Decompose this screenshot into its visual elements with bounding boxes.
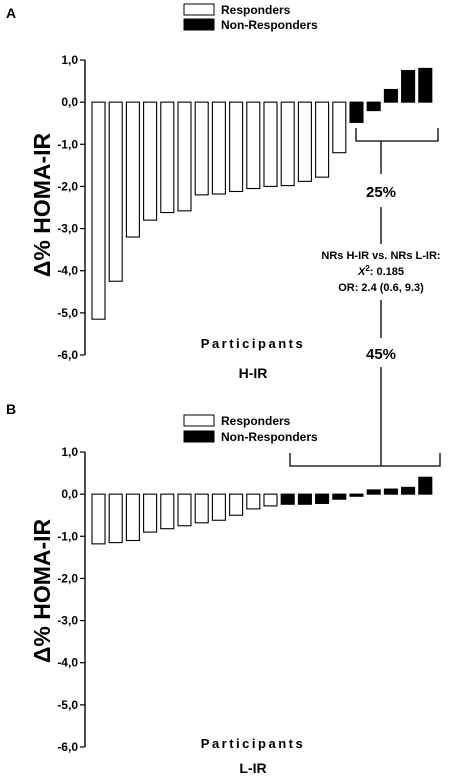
legend-b-responders-label: Responders	[221, 414, 291, 428]
panel-b-label: B	[6, 401, 16, 417]
panel-b-responder-bar	[125, 493, 140, 542]
panel-b-nonresponder-bar	[349, 493, 364, 497]
comparison-line-1: NRs H-IR vs. NRs L-IR:	[321, 250, 440, 262]
panel-a-responder-bar	[194, 101, 209, 196]
panel-b-nonresponder-bar	[366, 489, 381, 495]
panel-b-nonresponder-bar	[332, 493, 347, 500]
panel-a-nonresponder-bar	[366, 101, 381, 112]
chi-value: : 0.185	[370, 266, 404, 278]
legend-a-responders-swatch	[183, 3, 215, 16]
panel-b-responder-bar	[108, 493, 123, 544]
legend-b-nonresponders-swatch	[183, 430, 215, 443]
panel-b-nonresponder-bar	[315, 493, 330, 504]
panel-a-y-tick-label: -5,0	[57, 306, 78, 320]
panel-b-y-tick-label: -5,0	[57, 698, 78, 712]
panel-a-nonresponder-bar	[383, 88, 398, 103]
panel-a-responder-bar	[143, 101, 158, 221]
bracket-a	[355, 128, 439, 142]
panel-a-y-tick-label: 1,0	[61, 53, 78, 67]
panel-a-group-label: H-IR	[239, 365, 268, 381]
panel-b-responder-bar	[246, 493, 261, 510]
panel-a-responder-bar	[108, 101, 123, 282]
panel-b-responder-bar	[263, 493, 278, 507]
panel-a-responder-bar	[160, 101, 175, 214]
panel-a-y-tick-label: -4,0	[57, 264, 78, 278]
panel-a-y-tick-label: -6,0	[57, 348, 78, 362]
chi-superscript: 2	[365, 264, 370, 273]
panel-b-nonresponder-bar	[297, 493, 312, 505]
chi-symbol: X	[357, 266, 366, 278]
panel-b-y-tick-label: -1,0	[57, 529, 78, 543]
panel-b-nonresponder-bar	[401, 486, 416, 495]
panel-b-responder-bar	[177, 493, 192, 527]
panel-b-responder-bar	[160, 493, 175, 530]
panel-a-y-tick-label: -3,0	[57, 222, 78, 236]
panel-b-y-tick-label: -3,0	[57, 614, 78, 628]
panel-b-y-tick-label: -2,0	[57, 571, 78, 585]
panel-b-y-tick-label: -4,0	[57, 656, 78, 670]
panel-a-nonresponder-bar	[349, 101, 364, 123]
panel-b-nonresponder-bar	[383, 488, 398, 495]
panel-b-group-label: L-IR	[239, 760, 266, 776]
panel-a-y-tick-label: -1,0	[57, 137, 78, 151]
legend-a-responders-label: Responders	[221, 3, 291, 17]
panel-a-responder-bar	[332, 101, 347, 154]
panel-b-y-tick-label: 0,0	[61, 487, 78, 501]
panel-a-responder-bar	[177, 101, 192, 212]
panel-b-y-tick-label: -6,0	[57, 740, 78, 754]
panel-a-responder-bar	[297, 101, 312, 182]
panel-a-nonresponder-percent: 25%	[366, 184, 396, 201]
panel-a-nonresponder-bar	[418, 67, 433, 103]
bracket-b	[289, 453, 441, 467]
panel-b-responder-bar	[143, 493, 158, 533]
panel-a-responder-bar	[91, 101, 106, 320]
legend-a-nonresponders-label: Non-Responders	[221, 18, 318, 32]
panel-b-nonresponder-bar	[418, 476, 433, 495]
panel-b-nonresponder-percent: 45%	[366, 346, 396, 363]
panel-a-responder-bar	[246, 101, 261, 190]
panel-b-responder-bar	[194, 493, 209, 524]
panel-a-responder-bar	[125, 101, 140, 238]
panel-a-plot: 1,0 0,0 -1,0 -2,0 -3,0 -4,0 -5,0 -6,0	[57, 53, 433, 362]
panel-a-y-tick-label: -2,0	[57, 179, 78, 193]
panel-b-responder-bar	[211, 493, 226, 521]
panel-b-responder-bar	[91, 493, 106, 545]
panel-a-nonresponder-bar	[401, 69, 416, 103]
legend-b-responders-swatch	[183, 414, 215, 427]
panel-a-y-tick-label: 0,0	[61, 95, 78, 109]
panel-a-responder-bar	[315, 101, 330, 178]
panel-b-y-tick-label: 1,0	[61, 445, 78, 459]
panel-a-x-axis-title: Participants	[201, 336, 305, 351]
comparison-chi-square: X2: 0.185	[357, 264, 404, 278]
comparison-odds-ratio: OR: 2.4 (0.6, 9.3)	[338, 282, 424, 294]
panel-b-nonresponder-bar	[280, 493, 295, 505]
panel-b-x-axis-title: Participants	[201, 736, 305, 751]
panel-a-y-axis-title: Δ% HOMA-IR	[29, 132, 55, 277]
panel-a-responder-bar	[263, 101, 278, 187]
legend-a-nonresponders-swatch	[183, 18, 215, 31]
comparison-connector	[289, 128, 441, 467]
legend-b-nonresponders-label: Non-Responders	[221, 430, 318, 444]
panel-a-responder-bar	[280, 101, 295, 187]
panel-a-label: A	[6, 5, 16, 21]
panel-b-responder-bar	[229, 493, 244, 516]
panel-a-responder-bar	[211, 101, 226, 195]
panel-a-responder-bar	[229, 101, 244, 193]
panel-b-y-axis-title: Δ% HOMA-IR	[29, 518, 55, 663]
panel-b-plot: 1,0 0,0 -1,0 -2,0 -3,0 -4,0 -5,0 -6,0	[57, 445, 433, 754]
